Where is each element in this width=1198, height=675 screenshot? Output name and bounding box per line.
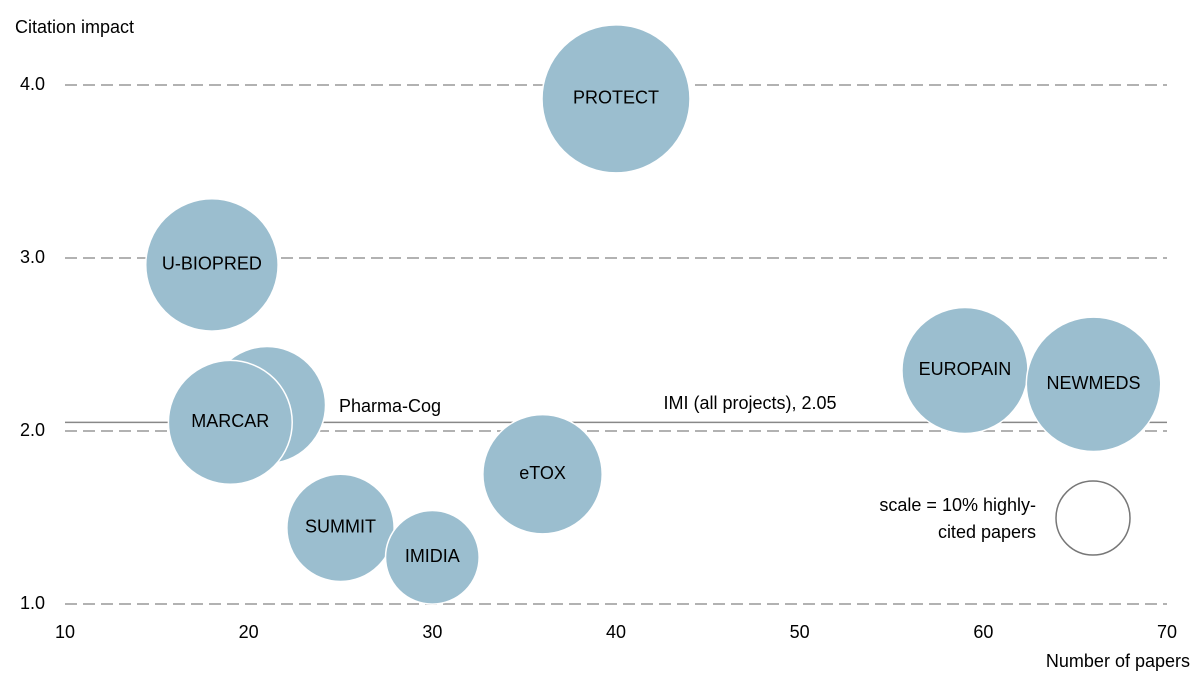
size-scale-label: cited papers <box>938 522 1036 542</box>
bubble-label: NEWMEDS <box>1047 373 1141 393</box>
bubble <box>482 413 603 535</box>
bubble-label: IMIDIA <box>405 546 460 566</box>
bubble <box>1025 316 1162 453</box>
x-tick-label: 60 <box>973 622 993 642</box>
bubble-label: EUROPAIN <box>919 359 1012 379</box>
x-tick-label: 20 <box>239 622 259 642</box>
y-tick-label: 3.0 <box>20 247 45 267</box>
bubble <box>144 197 279 332</box>
size-scale-label: scale = 10% highly- <box>879 495 1036 515</box>
x-tick-label: 10 <box>55 622 75 642</box>
y-tick-label: 1.0 <box>20 593 45 613</box>
bubble-label: eTOX <box>519 463 566 483</box>
bubble-label: SUMMIT <box>305 517 376 537</box>
x-tick-label: 70 <box>1157 622 1177 642</box>
bubble-label: PROTECT <box>573 88 659 108</box>
y-tick-label: 2.0 <box>20 420 45 440</box>
bubble <box>286 473 395 583</box>
bubble-label: U-BIOPRED <box>162 254 262 274</box>
y-tick-label: 4.0 <box>20 74 45 94</box>
size-scale <box>1055 480 1131 556</box>
y-axis-label: Citation impact <box>15 17 134 37</box>
x-tick-label: 40 <box>606 622 626 642</box>
bubble <box>541 24 691 174</box>
reference-label: IMI (all projects), 2.05 <box>663 393 836 413</box>
x-tick-label: 50 <box>790 622 810 642</box>
bubble-label: MARCAR <box>191 411 269 431</box>
x-tick-label: 30 <box>422 622 442 642</box>
x-axis-label: Number of papers <box>1046 651 1190 671</box>
bubble <box>167 359 293 486</box>
bubble <box>384 509 480 605</box>
bubble-label: Pharma-Cog <box>339 396 441 416</box>
